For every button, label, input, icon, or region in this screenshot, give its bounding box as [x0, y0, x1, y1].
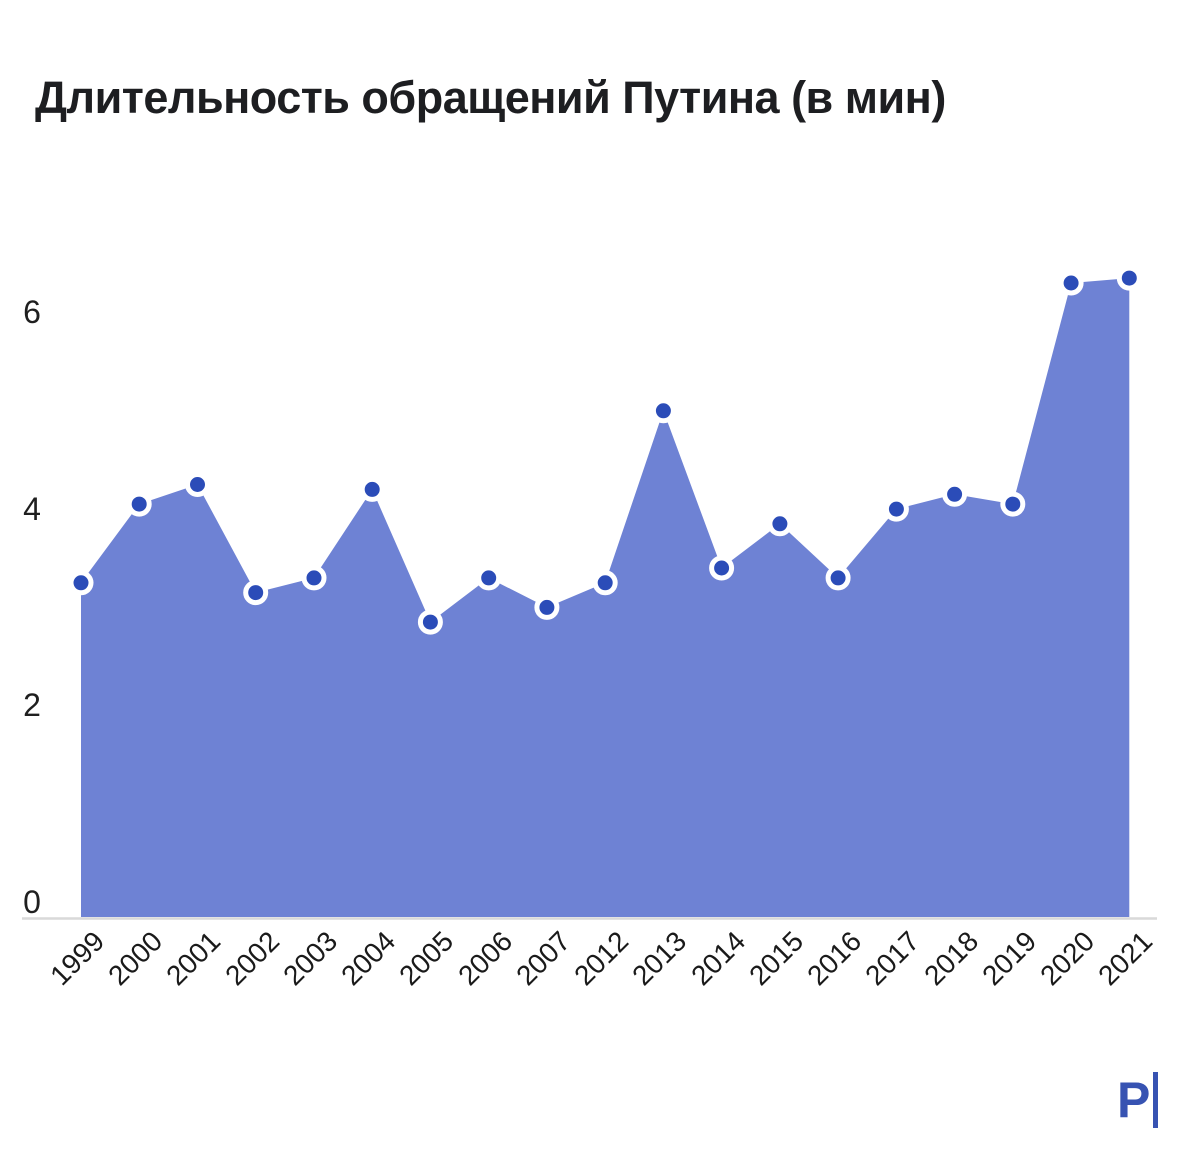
data-point-2021 [1116, 265, 1142, 291]
data-point-2014 [709, 555, 735, 581]
data-point-2015 [767, 511, 793, 537]
data-point-2002 [243, 580, 269, 606]
data-point-2020 [1058, 270, 1084, 296]
data-point-2019 [1000, 491, 1026, 517]
data-point-2003 [301, 565, 327, 591]
data-point-2006 [476, 565, 502, 591]
data-point-2018 [942, 481, 968, 507]
y-axis-tick-label: 6 [23, 294, 41, 331]
chart-title: Длительность обращений Путина (в мин) [35, 72, 946, 123]
data-point-1999 [68, 570, 94, 596]
logo-letter: P [1117, 1072, 1151, 1128]
data-point-2017 [883, 496, 909, 522]
data-point-2001 [185, 472, 210, 497]
y-axis-tick-label: 4 [23, 490, 41, 527]
data-point-2000 [126, 491, 152, 517]
y-axis-tick-label: 2 [23, 687, 41, 724]
brand-logo: P [1117, 1072, 1159, 1128]
logo-bar-icon [1153, 1072, 1159, 1128]
data-point-2013 [650, 398, 676, 424]
data-point-2005 [417, 609, 443, 635]
data-point-2004 [359, 476, 385, 502]
data-point-2016 [825, 565, 851, 591]
area-series [81, 278, 1130, 918]
data-point-2007 [534, 594, 560, 620]
y-axis-tick-label: 0 [23, 884, 41, 920]
data-point-2012 [592, 570, 618, 596]
